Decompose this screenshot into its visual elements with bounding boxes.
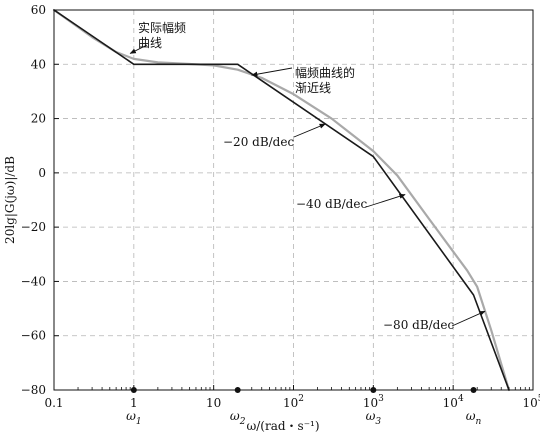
x-tick-label: 1 [130,396,138,410]
grid [54,10,533,390]
slope-80-label: −80 dB/dec [383,318,454,332]
x-axis-title: ω/(rad・s⁻¹) [246,419,319,433]
corner-frequency-label: ω3 [366,409,382,427]
x-tick-label: 10 [206,396,221,410]
series-asymptote-line [53,9,510,391]
y-axis-title: 20lg|G(jω)|/dB [3,156,17,244]
series-layer [52,8,511,392]
asymptote-label-arrow [251,67,293,77]
corner-frequency-label: ωn [466,409,482,427]
corner-frequency-dot [130,387,137,393]
actual-curve-label-arrow [129,44,148,54]
corner-frequency-dot [234,387,241,393]
x-tick-label: 105 [522,394,540,410]
x-tick-label: 104 [443,394,464,410]
y-tick-label: −60 [21,329,46,343]
y-tick-label: −80 [21,383,46,397]
corner-frequency-dot [470,387,477,393]
tick-layer: 0.1 1 10 102 103 104 105 60 40 20 0 −20 −40 −60 −80 [21,3,540,410]
slope-80-label-arrow [451,310,486,327]
x-tick-label: 0.1 [44,396,63,410]
y-tick-label: 40 [31,57,46,71]
x-tick-label: 103 [363,394,384,410]
slope-20-label: −20 dB/dec [223,135,294,149]
y-tick-label: 60 [31,3,46,17]
y-tick-label: 0 [38,166,46,180]
y-tick-label: −40 [21,274,46,288]
corner-frequency-label: ω1 [126,409,142,427]
slope-40-label: −40 dB/dec [296,197,367,211]
y-tick-label: −20 [21,220,46,234]
x-tick-label: 102 [283,394,304,410]
series-actual-line [52,8,511,392]
corner-frequency-markers: ω1 ω2 ω3 ωn [126,387,482,427]
slope-40-label-arrow [365,193,406,208]
corner-frequency-dot [370,387,377,393]
corner-frequency-label: ω2 [230,409,246,427]
slope-20-label-arrow [293,123,326,138]
y-tick-label: 20 [31,112,46,126]
asymptote-label: 幅频曲线的渐近线 [295,65,355,95]
